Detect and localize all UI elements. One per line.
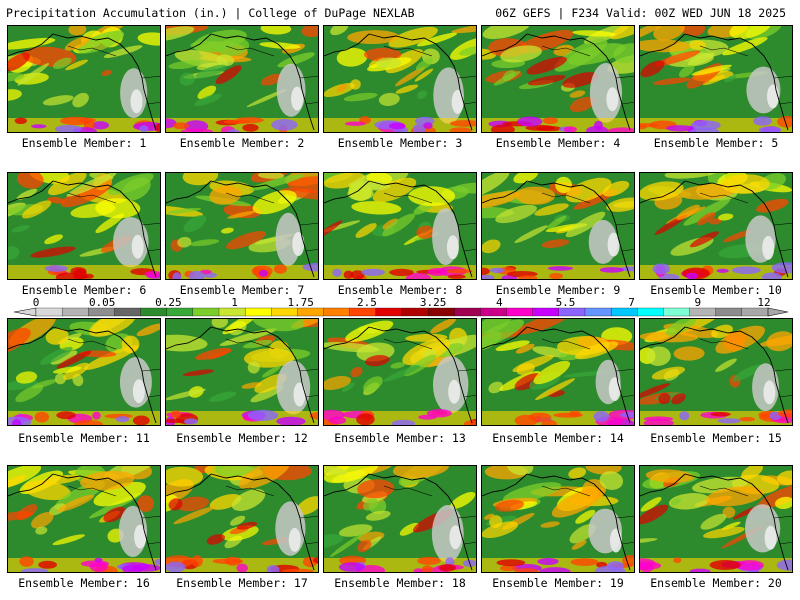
colorbar-left-arrow [13, 307, 37, 317]
colorbar-right-arrow [767, 307, 789, 317]
colorbar-segment [166, 307, 194, 317]
ensemble-member-label: Ensemble Member: 12 [176, 431, 308, 445]
colorbar-tick-label: 0 [33, 296, 40, 309]
ensemble-map-panel [7, 465, 161, 573]
ensemble-map-panel [165, 465, 319, 573]
colorbar-segment [297, 307, 325, 317]
ensemble-member-label: Ensemble Member: 9 [495, 283, 621, 297]
ensemble-map-panel [165, 172, 319, 280]
ensemble-map-panel [323, 465, 477, 573]
colorbar-segment [218, 307, 246, 317]
ensemble-member-label: Ensemble Member: 11 [18, 431, 150, 445]
ensemble-member-label: Ensemble Member: 16 [18, 576, 150, 590]
colorbar-segment [35, 307, 63, 317]
colorbar-segment [480, 307, 508, 317]
colorbar-tick-label: 3.25 [420, 296, 447, 309]
colorbar-segment [506, 307, 534, 317]
ensemble-map-panel [165, 318, 319, 426]
colorbar-segment [741, 307, 769, 317]
ensemble-member-label: Ensemble Member: 2 [179, 136, 305, 150]
colorbar-segment [349, 307, 377, 317]
ensemble-member-label: Ensemble Member: 8 [337, 283, 463, 297]
colorbar-segment [192, 307, 220, 317]
ensemble-member-label: Ensemble Member: 15 [650, 431, 782, 445]
colorbar-tick-label: 1 [231, 296, 238, 309]
colorbar-segment [244, 307, 272, 317]
ensemble-member-label: Ensemble Member: 1 [21, 136, 147, 150]
colorbar-segment [61, 307, 89, 317]
ensemble-map-panel [639, 465, 793, 573]
ensemble-map-panel [639, 25, 793, 133]
colorbar-segment [532, 307, 560, 317]
ensemble-map-panel [481, 25, 635, 133]
ensemble-map-panel [481, 172, 635, 280]
ensemble-member-label: Ensemble Member: 20 [650, 576, 782, 590]
ensemble-map-panel [639, 318, 793, 426]
colorbar-segment [88, 307, 115, 317]
colorbar-segment [584, 307, 612, 317]
ensemble-map-panel [7, 25, 161, 133]
colorbar-tick-label: 5.5 [556, 296, 576, 309]
ensemble-member-label: Ensemble Member: 4 [495, 136, 621, 150]
ensemble-map-panel [323, 318, 477, 426]
ensemble-map-panel [323, 172, 477, 280]
colorbar-tick-label: 12 [757, 296, 770, 309]
colorbar-segment [271, 307, 298, 317]
colorbar-tick-label: 0.05 [89, 296, 116, 309]
colorbar-tick-label: 9 [694, 296, 701, 309]
colorbar-tick-label: 0.25 [155, 296, 182, 309]
colorbar-tick-label: 2.5 [357, 296, 377, 309]
ensemble-member-label: Ensemble Member: 17 [176, 576, 308, 590]
colorbar-segment [715, 307, 743, 317]
colorbar-segment [610, 307, 638, 317]
map-title: Precipitation Accumulation (in.) | Colle… [6, 6, 415, 20]
colorbar-tick-label: 7 [628, 296, 635, 309]
ensemble-map-panel [481, 465, 635, 573]
ensemble-member-label: Ensemble Member: 3 [337, 136, 463, 150]
colorbar-segment [637, 307, 664, 317]
colorbar-segment [427, 307, 455, 317]
colorbar-tick-label: 4 [496, 296, 503, 309]
colorbar-segment [323, 307, 351, 317]
colorbar-segment [689, 307, 717, 317]
ensemble-member-label: Ensemble Member: 5 [653, 136, 779, 150]
ensemble-member-label: Ensemble Member: 14 [492, 431, 624, 445]
ensemble-map-panel [481, 318, 635, 426]
colorbar-segment [140, 307, 168, 317]
ensemble-member-label: Ensemble Member: 18 [334, 576, 466, 590]
ensemble-map-panel [165, 25, 319, 133]
precipitation-colorbar: 0 0.05 0.25 1 1.75 2.5 3.25 4 5.5 7 9 12 [13, 296, 789, 317]
colorbar-tick-label: 1.75 [287, 296, 314, 309]
model-valid-time: 06Z GEFS | F234 Valid: 00Z WED JUN 18 20… [495, 6, 786, 20]
colorbar-segment [401, 307, 429, 317]
ensemble-map-panel [323, 25, 477, 133]
ensemble-member-label: Ensemble Member: 6 [21, 283, 147, 297]
colorbar-segment [558, 307, 586, 317]
ensemble-map-panel [7, 318, 161, 426]
ensemble-member-label: Ensemble Member: 7 [179, 283, 305, 297]
ensemble-member-label: Ensemble Member: 13 [334, 431, 466, 445]
ensemble-member-label: Ensemble Member: 10 [650, 283, 782, 297]
ensemble-map-panel [7, 172, 161, 280]
ensemble-map-panel [639, 172, 793, 280]
colorbar-segment [454, 307, 481, 317]
ensemble-member-label: Ensemble Member: 19 [492, 576, 624, 590]
colorbar-segment [663, 307, 691, 317]
colorbar-segment [375, 307, 403, 317]
colorbar-segment [114, 307, 142, 317]
